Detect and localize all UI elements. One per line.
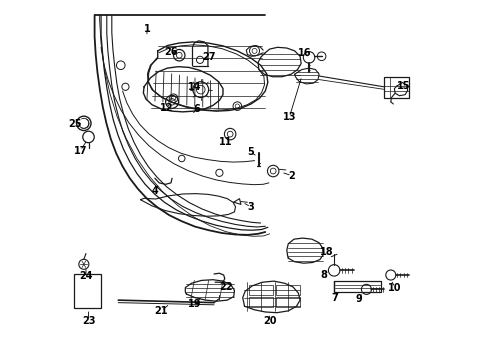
Text: 17: 17: [73, 145, 87, 156]
Bar: [276, 285, 300, 295]
Text: 26: 26: [164, 46, 177, 57]
Bar: [248, 297, 273, 307]
Text: 11: 11: [219, 138, 232, 147]
Text: 19: 19: [188, 299, 202, 309]
Text: 10: 10: [387, 283, 401, 293]
Text: 7: 7: [331, 293, 338, 303]
Text: 15: 15: [397, 81, 410, 91]
Text: 20: 20: [263, 316, 277, 325]
Bar: [383, 77, 408, 98]
Text: 22: 22: [219, 282, 232, 292]
Text: 25: 25: [68, 120, 82, 129]
Text: 4: 4: [151, 186, 158, 197]
Text: 14: 14: [187, 82, 201, 93]
Bar: [276, 297, 300, 307]
Bar: [248, 285, 273, 295]
Text: 12: 12: [159, 103, 173, 113]
Text: 24: 24: [79, 271, 93, 281]
Text: 21: 21: [154, 306, 168, 316]
Text: 18: 18: [319, 247, 332, 257]
Text: 23: 23: [81, 316, 95, 325]
Text: 9: 9: [355, 294, 362, 304]
Bar: [74, 274, 101, 309]
Text: 16: 16: [297, 48, 311, 58]
Text: 2: 2: [288, 171, 295, 181]
Text: 8: 8: [320, 270, 327, 280]
Text: 27: 27: [202, 52, 215, 62]
Text: 3: 3: [247, 202, 254, 212]
Text: 6: 6: [193, 104, 200, 114]
Text: 13: 13: [282, 112, 295, 122]
Text: 5: 5: [247, 147, 254, 157]
Text: 1: 1: [143, 24, 150, 35]
